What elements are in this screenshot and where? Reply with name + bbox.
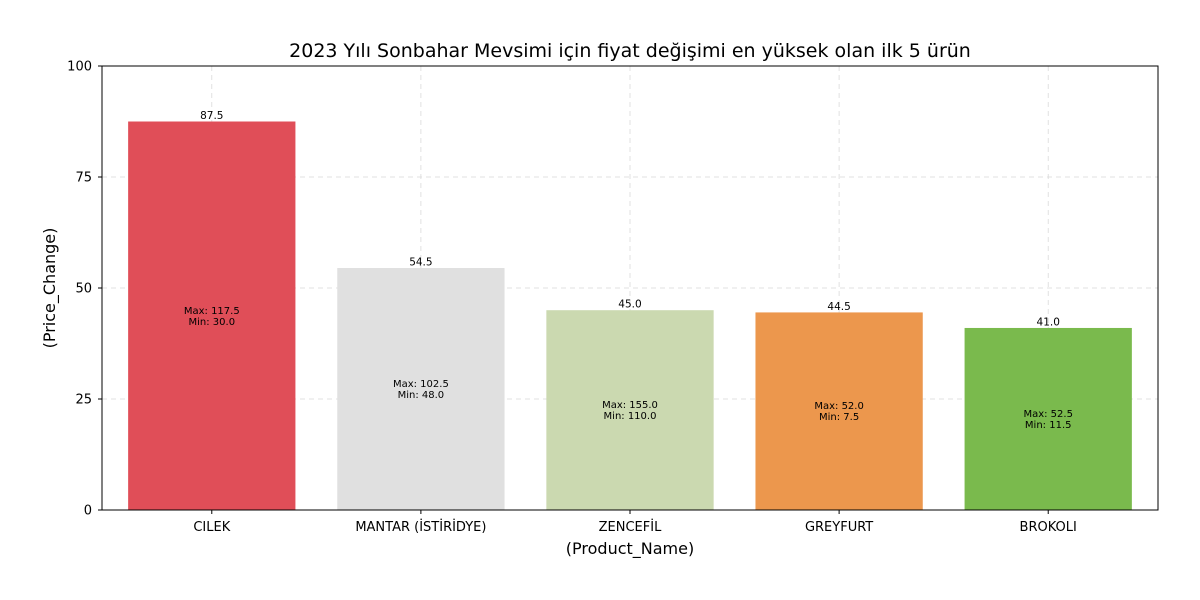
bar-max-label: Max: 52.5 xyxy=(1023,409,1073,420)
bar-min-label: Min: 48.0 xyxy=(398,390,445,401)
chart-title: 2023 Yılı Sonbahar Mevsimi için fiyat de… xyxy=(289,40,971,62)
bar-value-label: 41.0 xyxy=(1037,316,1060,328)
x-tick-label: CILEK xyxy=(193,520,230,535)
bar xyxy=(964,327,1132,510)
y-axis-label: (Price_Change) xyxy=(40,228,60,349)
x-tick-label: ZENCEFİL xyxy=(599,519,662,535)
bar xyxy=(546,310,714,510)
y-tick-label: 50 xyxy=(75,282,92,297)
x-axis-label: (Product_Name) xyxy=(566,539,694,559)
bar-max-label: Max: 117.5 xyxy=(184,306,240,317)
x-tick-label: GREYFURT xyxy=(805,520,873,535)
bar-min-label: Min: 30.0 xyxy=(189,317,236,328)
ticks-layer: 0 25 50 75 100 CILEK MANTAR (İSTİRİDYE) ZENCEFİ… xyxy=(67,60,1077,536)
bar-min-label: Min: 7.5 xyxy=(819,412,859,423)
bar-max-label: Max: 155.0 xyxy=(602,400,658,411)
y-tick-label: 25 xyxy=(75,393,92,408)
y-tick-label: 100 xyxy=(67,60,92,75)
bar-value-label: 45.0 xyxy=(618,299,641,311)
bar-value-label: 54.5 xyxy=(409,257,432,269)
bar xyxy=(755,312,923,510)
bar xyxy=(337,268,505,510)
bar-value-label: 44.5 xyxy=(827,301,850,313)
bar-min-label: Min: 11.5 xyxy=(1025,420,1072,431)
bar xyxy=(128,121,296,510)
y-tick-label: 0 xyxy=(84,504,92,519)
y-tick-label: 75 xyxy=(75,171,92,186)
bar-max-label: Max: 52.0 xyxy=(814,401,864,412)
bar-max-label: Max: 102.5 xyxy=(393,379,449,390)
bar-min-label: Min: 110.0 xyxy=(604,411,657,422)
bar-value-label: 87.5 xyxy=(200,110,223,122)
x-tick-label: BROKOLI xyxy=(1020,520,1077,535)
x-tick-label: MANTAR (İSTİRİDYE) xyxy=(355,519,486,535)
